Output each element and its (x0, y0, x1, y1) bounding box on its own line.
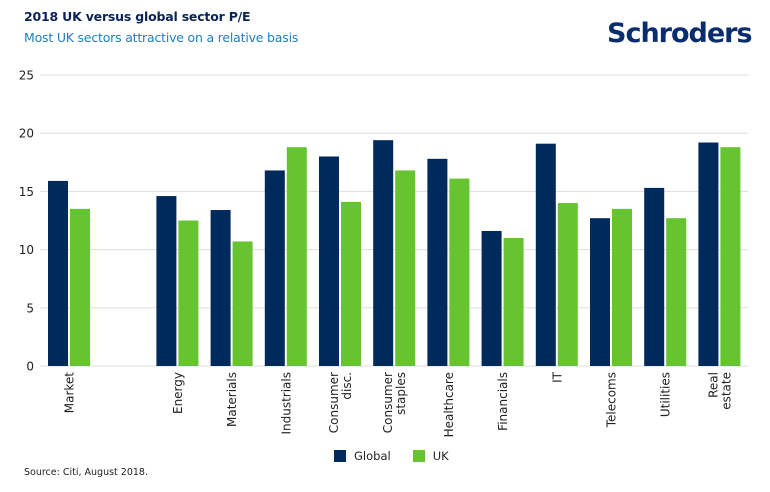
source-note: Source: Citi, August 2018. (24, 467, 148, 478)
legend-item-uk: UK (412, 449, 449, 463)
y-tick-label: 20 (19, 127, 34, 141)
svg-text:Materials: Materials (225, 372, 239, 427)
svg-text:Financials: Financials (496, 372, 510, 431)
svg-text:Utilities: Utilities (659, 372, 673, 417)
y-tick-label: 0 (26, 360, 34, 374)
x-tick-label: Healthcare (442, 372, 456, 437)
bar-global-utilities (644, 187, 665, 366)
chart-subtitle: Most UK sectors attractive on a relative… (24, 30, 299, 45)
bar-uk-energy (178, 220, 199, 366)
bar-uk-utilities (666, 218, 687, 366)
bar-uk-financials (503, 237, 524, 366)
svg-text:Telecoms: Telecoms (605, 372, 619, 428)
bar-global-energy (156, 196, 177, 366)
bar-global-financials (481, 230, 502, 366)
x-tick-label: Real estate (706, 372, 733, 410)
x-tick-label: IT (550, 371, 564, 383)
svg-text:Consumer: Consumer (381, 372, 395, 433)
bar-chart: 0 5 10 15 20 25 Market Energy Materials Industri… (19, 69, 748, 437)
bar-global-industrials (264, 170, 285, 366)
svg-text:disc.: disc. (340, 372, 354, 400)
legend-label-global: Global (354, 449, 391, 463)
bar-global-telecoms (590, 218, 610, 366)
x-tick-label: Consumer staples (381, 372, 408, 433)
svg-text:Healthcare: Healthcare (442, 372, 456, 437)
svg-text:estate: estate (719, 372, 733, 410)
schroders-logo: Schroders (607, 18, 753, 49)
y-tick-label: 25 (19, 69, 34, 83)
bar-uk-consumer-staples (395, 170, 416, 366)
x-tick-label: Financials (496, 372, 510, 431)
bar-global-it (535, 143, 556, 366)
svg-text:Consumer: Consumer (327, 372, 341, 433)
x-tick-label: Energy (171, 372, 185, 414)
bar-global-healthcare (427, 158, 448, 366)
y-tick-label: 10 (19, 243, 34, 257)
chart-title: 2018 UK versus global sector P/E (24, 9, 251, 24)
x-tick-label: Market (63, 372, 77, 414)
bar-global-real-estate (698, 142, 719, 366)
legend-label-uk: UK (432, 449, 449, 463)
svg-text:Market: Market (63, 372, 77, 414)
x-axis-labels: Market Energy Materials Industrials Consumer… (63, 371, 734, 437)
bar-global-market (48, 180, 68, 366)
bar-uk-industrials (286, 147, 307, 366)
bar-global-materials (210, 210, 231, 366)
bars (48, 140, 741, 366)
bar-uk-telecoms (612, 208, 632, 366)
legend: Global UK (334, 449, 471, 463)
x-tick-label: Materials (225, 372, 239, 427)
bar-uk-market (70, 208, 90, 366)
x-tick-label: Utilities (659, 372, 673, 417)
bar-uk-real-estate (720, 147, 741, 366)
legend-item-global: Global (334, 449, 391, 463)
svg-text:staples: staples (394, 372, 408, 415)
y-tick-label: 15 (19, 185, 34, 199)
y-axis-ticks: 0 5 10 15 20 25 (19, 69, 34, 374)
y-tick-label: 5 (26, 301, 34, 315)
svg-text:IT: IT (550, 371, 564, 383)
bar-uk-materials (232, 241, 253, 366)
bar-uk-it (557, 203, 578, 366)
x-tick-label: Consumer disc. (327, 372, 354, 433)
x-tick-label: Telecoms (605, 372, 619, 428)
legend-swatch-global (334, 450, 346, 462)
svg-text:Energy: Energy (171, 372, 185, 414)
bar-uk-consumer-disc (341, 201, 361, 366)
gridlines (40, 74, 748, 367)
svg-text:Industrials: Industrials (279, 372, 293, 435)
bar-global-consumer-staples (373, 140, 394, 366)
svg-text:Real: Real (706, 372, 720, 398)
bar-uk-healthcare (449, 178, 470, 366)
x-tick-label: Industrials (279, 372, 293, 435)
bar-global-consumer-disc (319, 156, 339, 366)
legend-swatch-uk (412, 450, 425, 462)
